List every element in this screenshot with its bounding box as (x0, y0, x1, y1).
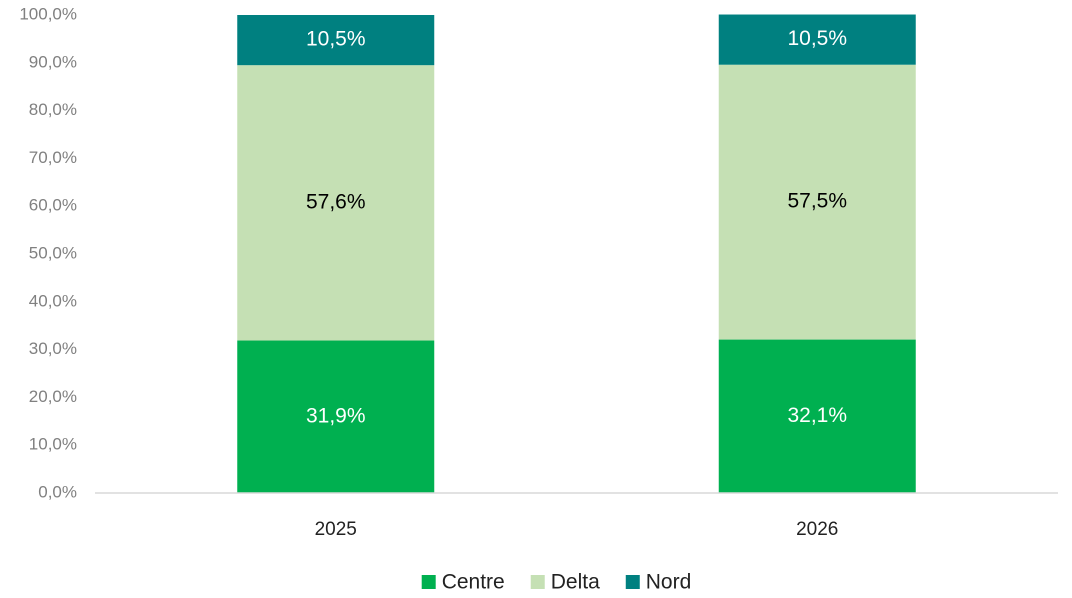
legend-swatch (530, 575, 545, 589)
y-tick-label: 50,0% (29, 243, 77, 262)
legend-label: Delta (551, 571, 600, 594)
bar-segment (237, 15, 435, 66)
x-tick-label: 2025 (315, 519, 357, 540)
value-label: 57,6% (306, 190, 366, 213)
y-tick-label: 40,0% (29, 291, 77, 310)
bar-segment (718, 339, 916, 493)
y-tick-label: 90,0% (29, 52, 77, 71)
x-tick-label: 2026 (796, 519, 838, 540)
y-tick-label: 80,0% (29, 100, 77, 119)
legend-swatch (625, 575, 640, 589)
y-tick-label: 70,0% (29, 148, 77, 167)
value-label: 10,5% (306, 28, 366, 51)
legend-label: Centre (442, 571, 505, 594)
value-label: 31,9% (306, 404, 366, 427)
legend-label: Nord (646, 571, 692, 594)
value-label: 10,5% (787, 27, 847, 50)
bar-segment (718, 14, 916, 65)
value-label: 32,1% (787, 404, 847, 427)
y-tick-label: 10,0% (29, 435, 77, 454)
y-tick-label: 60,0% (29, 196, 77, 215)
bar-segment (718, 64, 916, 340)
y-tick-label: 0,0% (38, 482, 77, 501)
bar-segment (237, 340, 435, 493)
bar-segment (237, 65, 435, 341)
y-tick-label: 30,0% (29, 339, 77, 358)
y-tick-label: 20,0% (29, 387, 77, 406)
legend-swatch (421, 575, 436, 589)
value-label: 57,5% (787, 190, 847, 213)
y-tick-label: 100,0% (19, 4, 77, 23)
